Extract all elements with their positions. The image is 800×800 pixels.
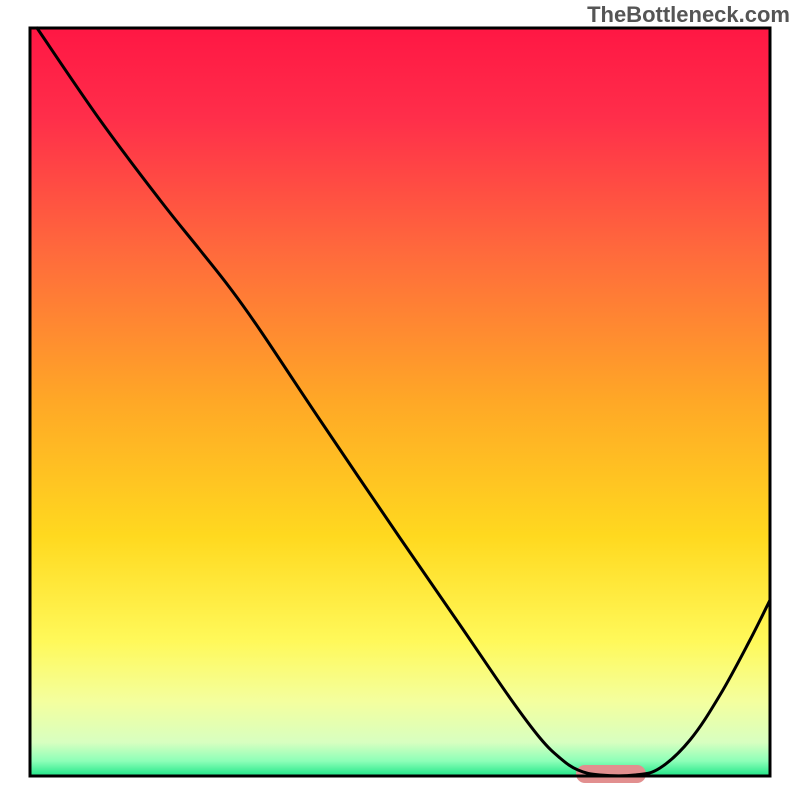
- chart-container: TheBottleneck.com: [0, 0, 800, 800]
- gradient-background: [30, 28, 770, 776]
- chart-svg: [0, 0, 800, 800]
- watermark-text: TheBottleneck.com: [587, 2, 790, 28]
